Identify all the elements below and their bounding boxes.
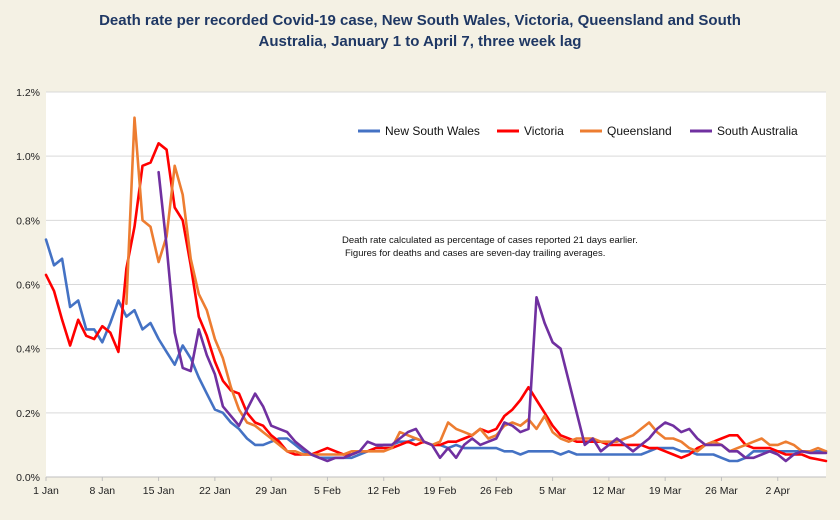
x-tick-label: 19 Mar (649, 485, 682, 497)
y-tick-label: 0.6% (16, 280, 40, 292)
y-tick-label: 0.2% (16, 408, 40, 420)
x-tick-label: 8 Jan (89, 485, 115, 497)
x-tick-label: 12 Feb (367, 485, 400, 497)
y-tick-label: 1.0% (16, 151, 40, 163)
y-tick-label: 1.2% (16, 87, 40, 99)
legend-label: Victoria (524, 124, 564, 138)
series-line (44, 142, 828, 463)
y-tick-label: 0.4% (16, 344, 40, 356)
x-tick-label: 1 Jan (33, 485, 59, 497)
legend-label: South Australia (717, 124, 798, 138)
x-tick-label: 26 Mar (705, 485, 738, 497)
legend-label: New South Wales (385, 124, 480, 138)
x-tick-label: 29 Jan (255, 485, 287, 497)
x-tick-label: 2 Apr (765, 485, 790, 497)
chart-title-line: Death rate per recorded Covid-19 case, N… (99, 12, 741, 29)
x-tick-label: 5 Mar (539, 485, 566, 497)
x-tick-label: 22 Jan (199, 485, 231, 497)
x-tick-label: 26 Feb (480, 485, 513, 497)
annotation-text: Death rate calculated as percentage of c… (342, 235, 638, 246)
chart-title: Death rate per recorded Covid-19 case, N… (0, 10, 840, 52)
legend-label: Queensland (607, 124, 672, 138)
y-tick-label: 0.8% (16, 215, 40, 227)
annotation-text: Figures for deaths and cases are seven-d… (345, 248, 605, 259)
series-line (157, 170, 828, 463)
x-tick-label: 5 Feb (314, 485, 341, 497)
y-tick-label: 0.0% (16, 472, 40, 484)
x-tick-label: 19 Feb (424, 485, 457, 497)
x-tick-label: 12 Mar (593, 485, 626, 497)
x-tick-label: 15 Jan (143, 485, 175, 497)
chart-title-line: Australia, January 1 to April 7, three w… (258, 33, 582, 50)
